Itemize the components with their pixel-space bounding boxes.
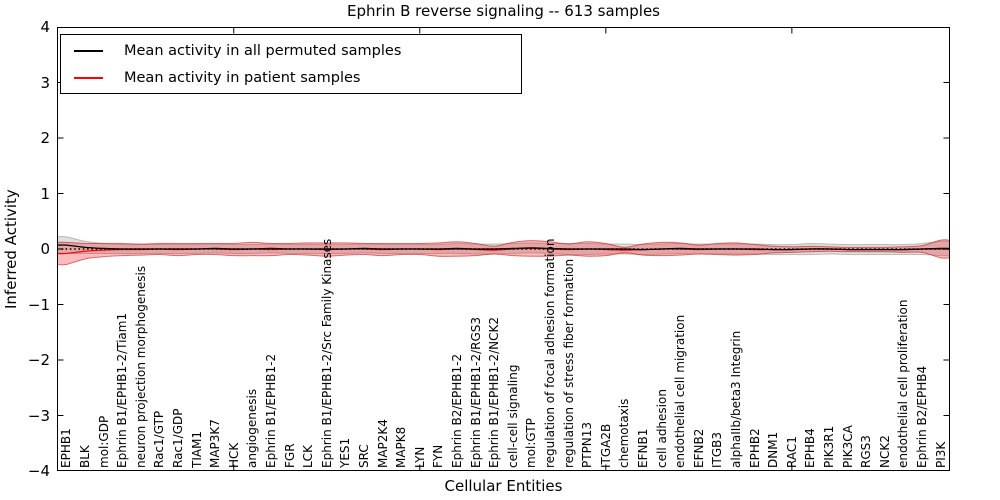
x-tick-label: regulation of stress fiber formation: [561, 258, 576, 468]
y-tick-label: 0: [40, 240, 50, 258]
x-tick-label: TIAM1: [189, 430, 204, 468]
x-tick-label: alphaIIb/beta3 Integrin: [729, 330, 744, 468]
x-tick-label: Ephrin B1/EPHB1-2/RGS3: [468, 316, 483, 468]
x-tick-label: endothelial cell proliferation: [896, 299, 911, 468]
x-tick-label: Rac1/GDP: [170, 408, 185, 468]
x-tick-label: PIK3CA: [840, 425, 855, 468]
x-tick-label: MAP3K7: [208, 419, 223, 468]
legend-entry-permuted: Mean activity in all permuted samples: [61, 37, 521, 64]
x-tick-label: Rac1/GTP: [152, 410, 167, 468]
x-tick-label: mol:GDP: [96, 415, 111, 468]
x-tick-label: EPHB2: [747, 428, 762, 468]
legend-entry-patient: Mean activity in patient samples: [61, 64, 521, 91]
x-tick-label: EPHB4: [803, 428, 818, 468]
x-tick-label: LCK: [301, 445, 316, 468]
legend-line-sample-red-icon: [74, 76, 103, 79]
x-tick-label: chemotaxis: [617, 398, 632, 468]
band-spread-of-patient-samples: [57, 239, 950, 266]
x-tick-label: YES1: [338, 437, 353, 468]
x-tick-label: DNM1: [766, 431, 781, 468]
x-tick-label: PTPN13: [580, 421, 595, 468]
axes-frame: [57, 27, 950, 471]
x-tick-label: Ephrin B1/EPHB1-2/NCK2: [487, 317, 502, 468]
axis-ticks: [57, 27, 950, 471]
x-tick-label: regulation of focal adhesion formation: [543, 238, 557, 468]
x-tick-label: Ephrin B2/EPHB1-2: [449, 353, 464, 468]
mean-line-permuted: [57, 244, 950, 251]
legend-label-permuted: Mean activity in all permuted samples: [124, 42, 402, 59]
x-tick-label: MAPK8: [394, 426, 409, 468]
x-tick-label: LYN: [412, 446, 427, 468]
x-tick-label: RAC1: [784, 436, 799, 468]
x-tick-label: cell-cell signaling: [505, 364, 520, 469]
x-tick-label: EFNB2: [691, 428, 706, 468]
x-tick-label: Ephrin B1/EPHB1-2: [263, 353, 278, 468]
y-tick-label: −4: [27, 462, 50, 480]
x-tick-label: Ephrin B2/EPHB4: [915, 365, 930, 468]
chart-title: Ephrin B reverse signaling -- 613 sample…: [346, 2, 660, 20]
x-tick-label: HCK: [226, 442, 241, 468]
legend: Mean activity in all permuted samples Me…: [60, 34, 522, 94]
x-tick-label: Ephrin B1/EPHB1-2/Tiam1: [115, 312, 130, 468]
x-tick-label: NCK2: [877, 435, 892, 468]
legend-line-sample-black-icon: [74, 49, 103, 52]
x-tick-label: Ephrin B1/EPHB1-2/Src Family Kinases: [319, 238, 334, 468]
x-axis-label: Cellular Entities: [444, 477, 563, 495]
y-tick-label: 3: [40, 73, 50, 92]
x-tick-label: EPHB1: [59, 428, 74, 468]
x-tick-label: PI3K: [933, 441, 948, 468]
x-tick-label: mol:GTP: [524, 418, 539, 468]
y-tick-label: 1: [40, 184, 50, 203]
x-tick-label: cell adhesion: [654, 389, 669, 468]
x-tick-label: neuron projection morphogenesis: [133, 265, 148, 468]
x-tick-label: FYN: [431, 444, 446, 468]
x-tick-label: PIK3R1: [822, 425, 837, 468]
y-tick-label: 4: [40, 18, 50, 36]
y-tick-label: −3: [27, 406, 50, 425]
x-tick-label: EFNB1: [636, 428, 651, 468]
x-tick-label: FGR: [282, 443, 297, 468]
x-tick-label: BLK: [77, 445, 92, 468]
chart-canvas: [57, 27, 950, 471]
x-tick-label: RGS3: [859, 435, 874, 468]
plot-area: [57, 27, 950, 471]
y-tick-label: 2: [40, 129, 50, 147]
x-tick-label: angiogenesis: [245, 388, 260, 468]
x-tick-label: ITGB3: [710, 431, 725, 468]
legend-label-patient: Mean activity in patient samples: [124, 69, 361, 86]
y-tick-label: −2: [27, 351, 50, 369]
x-tick-label: ITGA2B: [598, 423, 613, 468]
x-tick-label: SRC: [356, 444, 371, 468]
x-tick-label: MAP2K4: [375, 419, 390, 468]
band-spread-of-permuted-samples: [57, 235, 950, 257]
x-tick-label: endothelial cell migration: [673, 314, 688, 468]
y-tick-label: −1: [27, 295, 50, 314]
